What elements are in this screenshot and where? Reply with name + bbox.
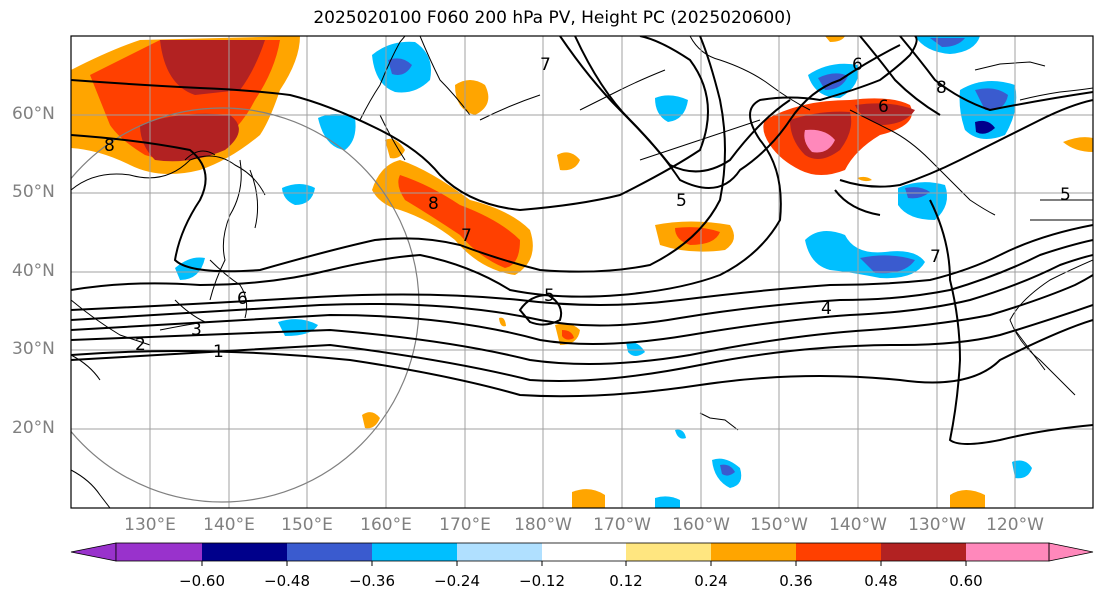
colorbar-segment (966, 543, 1049, 561)
colorbar-segment (287, 543, 372, 561)
lon-label-130w: 130°W (908, 515, 966, 535)
colorbar-tick-label: 0.24 (694, 572, 728, 590)
colorbar-tick-label: 0.36 (779, 572, 813, 590)
contour-label: 6 (237, 289, 248, 309)
lat-label-50n: 50°N (12, 182, 55, 202)
colorbar-tick-label: −0.48 (264, 572, 310, 590)
colorbar-tick-label: −0.12 (519, 572, 565, 590)
contour-label: 7 (930, 247, 941, 267)
lon-label-150e: 150°E (281, 515, 333, 535)
contour-label: 5 (544, 286, 555, 306)
lat-label-30n: 30°N (12, 339, 55, 359)
map-frame (70, 35, 1094, 509)
lon-label-160w: 160°W (672, 515, 730, 535)
map-plot-area: 8 7 6 5 4 3 2 1 8 7 6 5 6 8 7 5 (71, 36, 1093, 508)
colorbar-tick-label: 0.60 (949, 572, 983, 590)
lon-label-120w: 120°W (986, 515, 1044, 535)
colorbar-segment (711, 543, 796, 561)
contour-label: 1 (213, 342, 224, 362)
colorbar-segment (796, 543, 881, 561)
colorbar-segment (626, 543, 711, 561)
colorbar-segment (116, 543, 202, 561)
colorbar-tick-label: −0.36 (349, 572, 395, 590)
lon-label-140w: 140°W (829, 515, 887, 535)
contour-label: 4 (821, 299, 832, 319)
lat-label-60n: 60°N (12, 104, 55, 124)
colorbar-segment (70, 542, 117, 562)
colorbar (70, 542, 1094, 566)
colorbar-segment (457, 543, 542, 561)
colorbar-tick-label: 0.48 (864, 572, 898, 590)
colorbar-tick-label: −0.24 (434, 572, 480, 590)
colorbar-segment (881, 543, 966, 561)
graticule (71, 36, 1093, 508)
colorbar-tick-label: 0.12 (609, 572, 643, 590)
lon-label-170e: 170°E (439, 515, 491, 535)
lon-label-160e: 160°E (360, 515, 412, 535)
lon-label-150w: 150°W (750, 515, 808, 535)
lon-label-180w: 180°W (514, 515, 572, 535)
lat-label-20n: 20°N (12, 418, 55, 438)
colorbar-segment (1048, 542, 1094, 562)
pv-positive-anomalies (71, 36, 1093, 508)
colorbar-tick-label: −0.60 (179, 572, 225, 590)
lon-label-130e: 130°E (124, 515, 176, 535)
lon-label-140e: 140°E (203, 515, 255, 535)
contour-label: 7 (540, 55, 551, 75)
contour-labels: 8 7 6 5 4 3 2 1 8 7 6 5 6 8 7 5 (104, 55, 1071, 362)
lat-label-40n: 40°N (12, 261, 55, 281)
contour-label: 8 (104, 136, 115, 156)
contour-label: 8 (428, 194, 439, 214)
contour-label: 8 (936, 78, 947, 98)
height-contours (71, 36, 1093, 445)
contour-label: 6 (852, 55, 863, 75)
contour-label: 3 (191, 320, 202, 340)
contour-label: 6 (878, 97, 889, 117)
contour-label: 7 (461, 226, 472, 246)
colorbar-segment (542, 543, 626, 561)
contour-label: 2 (135, 335, 146, 355)
colorbar-segment (202, 543, 287, 561)
contour-label: 5 (676, 191, 687, 211)
map-title: 2025020100 F060 200 hPa PV, Height PC (2… (313, 8, 792, 28)
colorbar-segment (372, 543, 457, 561)
contour-label: 5 (1060, 185, 1071, 205)
lon-label-170w: 170°W (593, 515, 651, 535)
